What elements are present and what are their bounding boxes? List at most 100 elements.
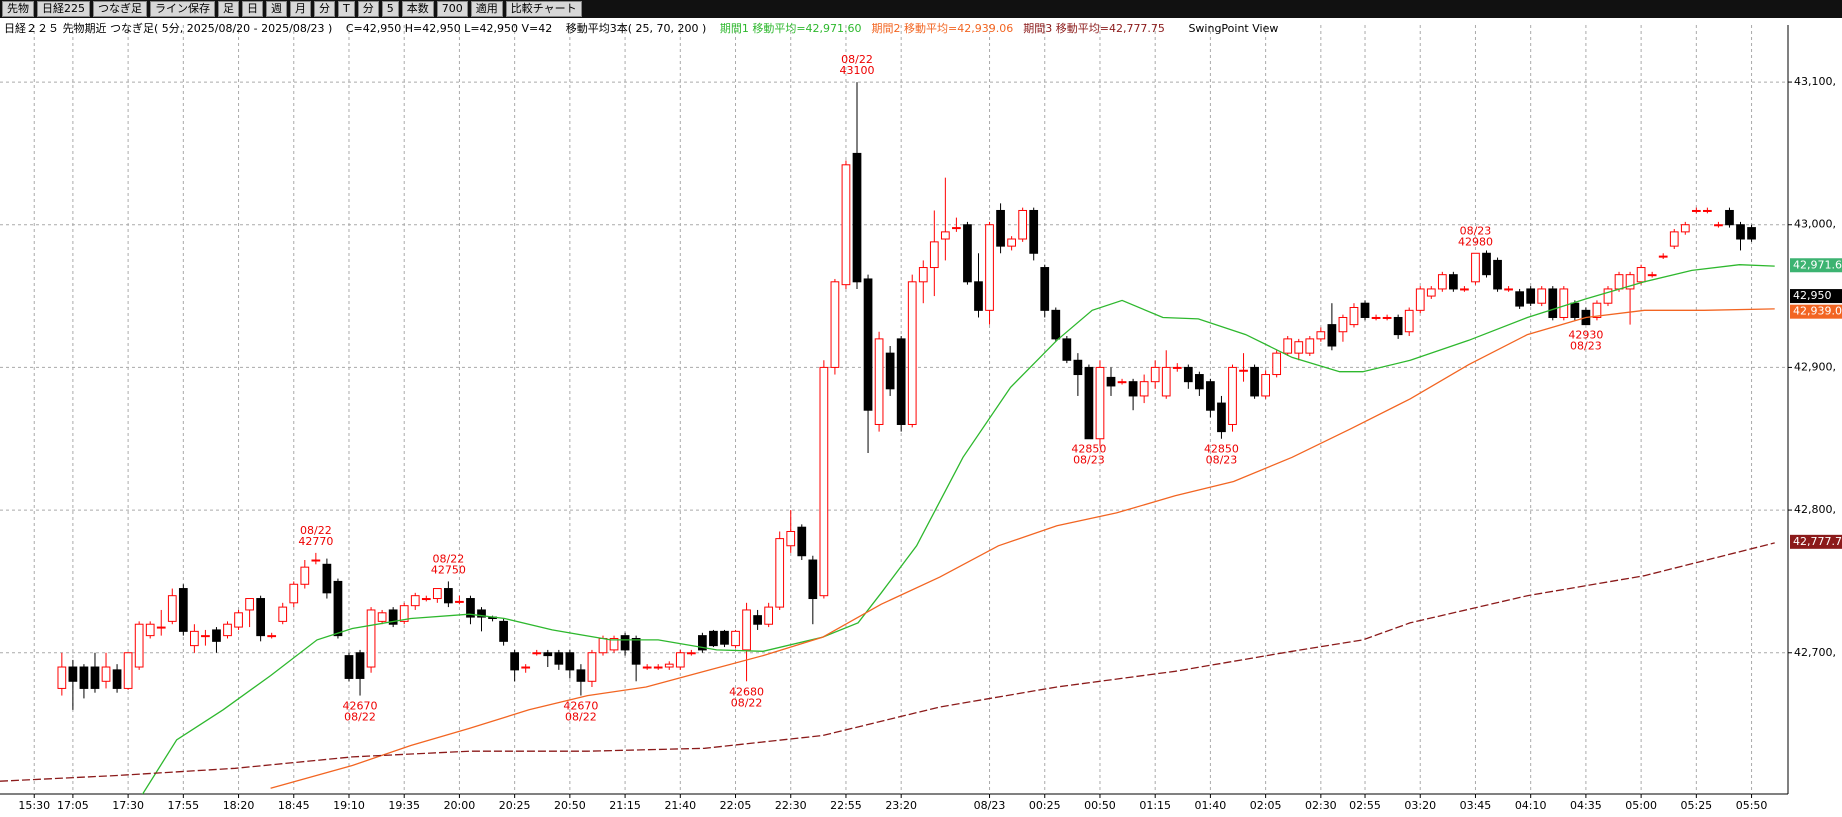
candle-body	[399, 605, 409, 622]
legend-entry: 期間2 移動平均=42,939.06	[871, 22, 1014, 35]
candle-body	[1106, 376, 1116, 387]
toolbar-button[interactable]: ライン保存	[150, 1, 215, 17]
toolbar-button[interactable]: 分	[357, 1, 379, 17]
x-tick-label: 22:30	[775, 799, 807, 812]
candle-body	[1625, 274, 1635, 290]
candle-body	[499, 620, 508, 642]
info-view: SwingPoint View	[1188, 22, 1279, 35]
candle-body	[731, 630, 740, 647]
candle-body	[631, 637, 641, 665]
x-tick-label: 08/23	[974, 799, 1006, 812]
candle-body	[1725, 209, 1734, 226]
candle-body	[1449, 274, 1458, 290]
price-tag	[1790, 258, 1842, 273]
candle-body	[167, 595, 177, 622]
candle-body	[1714, 224, 1723, 227]
candle-body	[918, 267, 928, 283]
candle-body	[256, 598, 266, 637]
candle-body	[1371, 316, 1381, 319]
candle-body	[1415, 288, 1425, 311]
candle-body	[344, 655, 354, 679]
ma-line	[0, 542, 1775, 782]
swing-date: 08/22	[344, 711, 376, 724]
toolbar-button[interactable]: 先物	[2, 1, 34, 17]
candle-body	[1426, 288, 1436, 297]
candle-body	[267, 635, 277, 638]
candle-body	[1128, 381, 1138, 397]
toolbar-button[interactable]: 足	[218, 1, 239, 17]
x-tick-label: 17:55	[167, 799, 199, 812]
candle-body	[808, 559, 818, 600]
x-tick-label: 01:15	[1139, 799, 1171, 812]
x-tick-label: 15:30	[18, 799, 50, 812]
candle-body	[1239, 369, 1248, 372]
candle-body	[819, 366, 829, 597]
swing-date: 08/23	[1460, 224, 1492, 237]
candle-body	[1680, 224, 1690, 233]
candle-body	[1703, 209, 1712, 212]
legend-entry: 期間3 移動平均=42,777.75	[1023, 22, 1165, 35]
candle-body	[410, 595, 420, 607]
toolbar-button[interactable]: 比較チャート	[505, 1, 582, 17]
candle-body	[1493, 259, 1502, 290]
toolbar-button[interactable]: 本数	[401, 1, 434, 17]
toolbar-button[interactable]: 週	[266, 1, 287, 17]
candle-body	[333, 580, 343, 637]
candle-body	[1327, 324, 1337, 347]
candle-body	[1349, 306, 1359, 326]
candle-body	[190, 630, 199, 647]
candle-body	[455, 600, 464, 603]
candle-body	[1073, 359, 1083, 376]
ma-line	[141, 264, 1775, 794]
candle-body	[123, 652, 133, 689]
candle-body	[355, 652, 365, 679]
swing-date: 08/23	[1206, 454, 1238, 467]
toolbar-button[interactable]: T	[338, 1, 355, 17]
toolbar: 先物 日経225 つなぎ足 ライン保存足日週月分 T 分 5 本数 700 適用 比較チャート	[0, 0, 1842, 18]
swing-price: 43100	[840, 64, 875, 77]
toolbar-button[interactable]: 700	[436, 1, 468, 17]
candle-body	[1272, 352, 1282, 376]
price-tag	[1790, 304, 1842, 319]
candle-body	[1217, 402, 1226, 433]
toolbar-button[interactable]: 分	[314, 1, 335, 17]
candle-body	[1150, 366, 1160, 383]
candle-body	[1294, 341, 1304, 354]
candle-body	[300, 566, 310, 585]
candle-body	[863, 278, 873, 411]
candle-body	[742, 609, 751, 651]
price-tag-label: 42,950	[1793, 289, 1832, 302]
x-tick-label: 21:40	[664, 799, 696, 812]
candle-body	[963, 224, 972, 283]
price-tag-label: 42,939.0	[1793, 305, 1842, 318]
candle-body	[201, 635, 210, 638]
x-tick-label: 22:55	[830, 799, 862, 812]
toolbar-button[interactable]: 5	[381, 1, 399, 17]
candle-body	[1404, 309, 1414, 333]
candle-body	[929, 241, 939, 269]
swing-price: 42750	[431, 563, 466, 576]
info-quote: C=42,950 H=42,950 L=42,950 V=42	[345, 22, 553, 35]
toolbar-button[interactable]: 適用	[470, 1, 503, 17]
x-tick-label: 17:30	[112, 799, 144, 812]
candle-body	[112, 669, 122, 689]
toolbar-button[interactable]: 月	[290, 1, 311, 17]
candle-body	[1051, 309, 1061, 340]
candle-body	[1117, 381, 1127, 384]
y-tick-label: 42,700,	[1794, 646, 1836, 659]
toolbar-button[interactable]: 日経225	[37, 1, 90, 17]
x-tick-label: 17:05	[57, 799, 89, 812]
candle-body	[1338, 316, 1348, 333]
candle-body	[1261, 374, 1270, 397]
toolbar-button[interactable]: 日	[242, 1, 263, 17]
swing-price: 42850	[1204, 443, 1239, 456]
swing-price: 42770	[298, 535, 333, 548]
swing-date: 08/22	[300, 524, 332, 537]
candle-body	[101, 666, 111, 682]
candle-body	[245, 598, 254, 611]
candle-body	[444, 588, 453, 604]
x-tick-label: 21:15	[609, 799, 641, 812]
candle-body	[952, 227, 961, 230]
toolbar-button[interactable]: つなぎ足	[93, 1, 147, 17]
